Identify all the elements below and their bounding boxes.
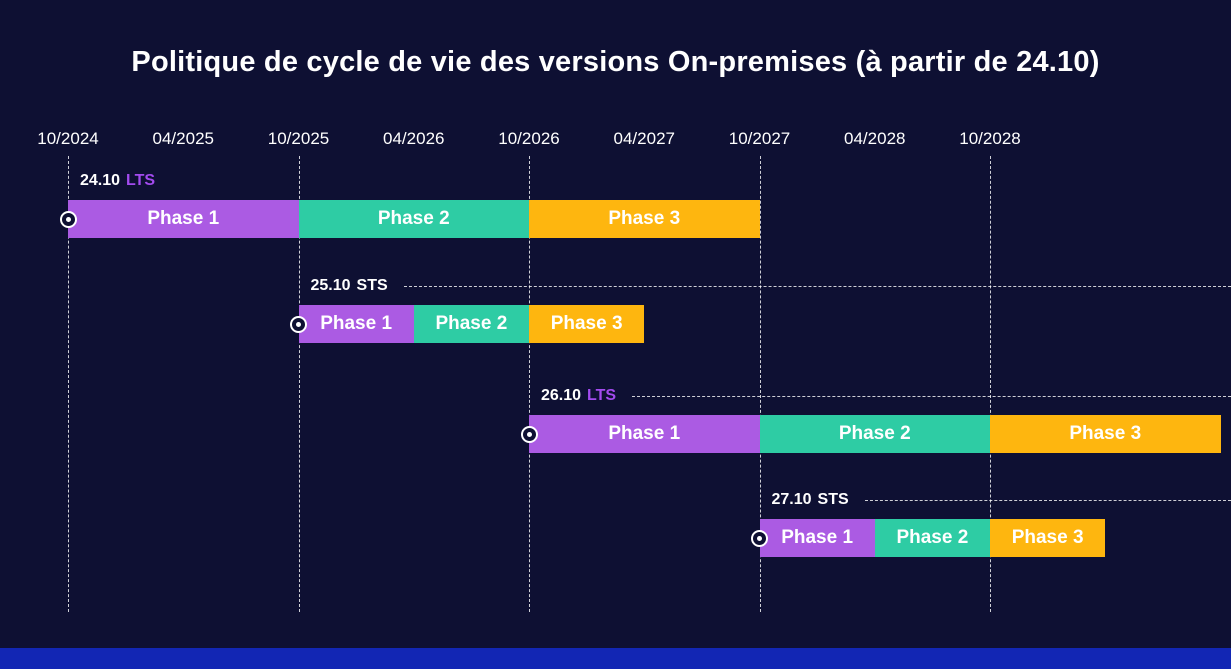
release-version: 27.10 — [771, 491, 812, 508]
phase-bar-3: Phase 3 — [990, 415, 1221, 453]
release-type-badge: LTS — [126, 172, 156, 189]
dashed-leader-line — [632, 395, 1231, 397]
release-version: 26.10 — [541, 387, 582, 404]
release-label: 27.10 STS — [772, 490, 1231, 510]
phase-bar-2: Phase 2 — [298, 200, 529, 238]
footer-stripe — [0, 648, 1231, 669]
phase-bar-2: Phase 2 — [413, 305, 529, 343]
release-label: 25.10 STS — [311, 276, 1231, 296]
chart-title: Politique de cycle de vie des versions O… — [131, 46, 1100, 78]
axis-tick-label: 04/2025 — [152, 129, 214, 148]
axis-tick-label: 10/2027 — [728, 129, 791, 148]
release-label: 26.10 LTS — [541, 386, 1231, 406]
axis-tick-label: 04/2027 — [613, 129, 675, 148]
dashed-leader-line — [403, 285, 1231, 287]
release-type-badge: STS — [817, 491, 849, 508]
phase-bar-1: Phase 1 — [529, 415, 760, 453]
release-version: 24.10 — [80, 172, 121, 189]
phase-bar-3: Phase 3 — [990, 519, 1106, 557]
release-start-marker-icon — [751, 529, 768, 547]
axis-tick-label: 04/2028 — [844, 129, 906, 148]
dashed-leader-line — [864, 499, 1231, 501]
phase-bar-2: Phase 2 — [759, 415, 990, 453]
phase-bar-1: Phase 1 — [298, 305, 414, 343]
release-type-badge: LTS — [587, 387, 617, 404]
vertical-gridline — [68, 156, 69, 612]
phase-bar-3: Phase 3 — [529, 200, 760, 238]
phase-bar-2: Phase 2 — [874, 519, 990, 557]
vertical-gridline — [759, 156, 761, 612]
phase-bar-1: Phase 1 — [759, 519, 875, 557]
axis-tick-label: 10/2024 — [37, 129, 99, 148]
vertical-gridline — [529, 156, 530, 612]
axis-tick-label: 10/2025 — [267, 129, 330, 148]
release-label: 24.10 LTS — [80, 171, 155, 191]
release-type-badge: STS — [356, 277, 388, 294]
vertical-gridline — [990, 156, 991, 612]
phase-bar-3: Phase 3 — [529, 305, 645, 343]
vertical-gridline — [298, 156, 300, 612]
axis-tick-label: 04/2026 — [383, 129, 445, 148]
release-start-marker-icon — [59, 210, 77, 228]
release-start-marker-icon — [290, 315, 307, 333]
release-start-marker-icon — [520, 425, 538, 443]
axis-tick-label: 10/2026 — [498, 129, 560, 148]
axis-tick-label: 10/2028 — [959, 129, 1021, 148]
release-version: 25.10 — [310, 277, 351, 294]
phase-bar-1: Phase 1 — [68, 200, 299, 238]
